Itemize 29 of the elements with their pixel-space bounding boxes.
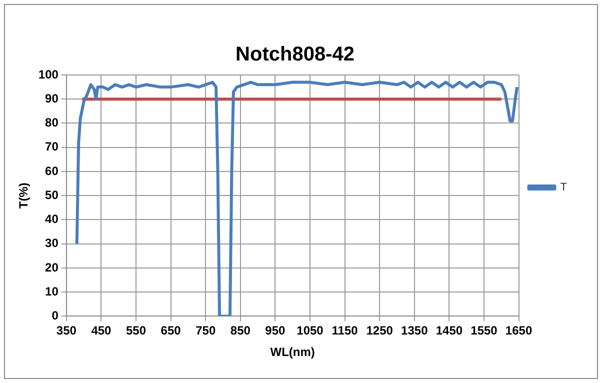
y-tick-label: 0 xyxy=(52,308,59,323)
x-tick-label: 1050 xyxy=(296,324,324,338)
x-tick-label: 550 xyxy=(126,324,146,338)
x-tick-label: 1550 xyxy=(470,324,498,338)
x-tick-label: 750 xyxy=(196,324,216,338)
x-tick-label: 650 xyxy=(160,324,182,338)
y-tick-label: 70 xyxy=(45,140,59,154)
y-tick-label: 90 xyxy=(45,91,59,106)
x-tick-label: 1650 xyxy=(505,324,532,338)
x-tick-label: 850 xyxy=(230,324,251,338)
y-tick-label: 40 xyxy=(45,212,59,226)
legend-label: T xyxy=(560,182,568,194)
x-tick-label: 350 xyxy=(56,324,77,338)
y-tick-label: 50 xyxy=(45,188,59,202)
y-tick-label: 30 xyxy=(45,236,59,250)
chart-title: Notch808-42 xyxy=(236,44,354,66)
x-tick-label: 1450 xyxy=(436,324,463,338)
y-axis-title: T(%) xyxy=(16,182,31,209)
x-tick-label: 1150 xyxy=(332,324,358,338)
y-tick-label: 100 xyxy=(38,67,59,82)
x-tick-label: 950 xyxy=(265,324,286,338)
y-tick-label: 60 xyxy=(45,164,59,178)
y-tick-label: 80 xyxy=(45,116,59,130)
y-tick-label: 10 xyxy=(45,284,59,298)
x-tick-label: 450 xyxy=(91,324,112,338)
x-tick-label: 1250 xyxy=(366,324,394,338)
x-tick-label: 1350 xyxy=(401,324,428,338)
y-tick-label: 20 xyxy=(45,260,59,274)
x-axis-title: WL(nm) xyxy=(270,345,315,360)
